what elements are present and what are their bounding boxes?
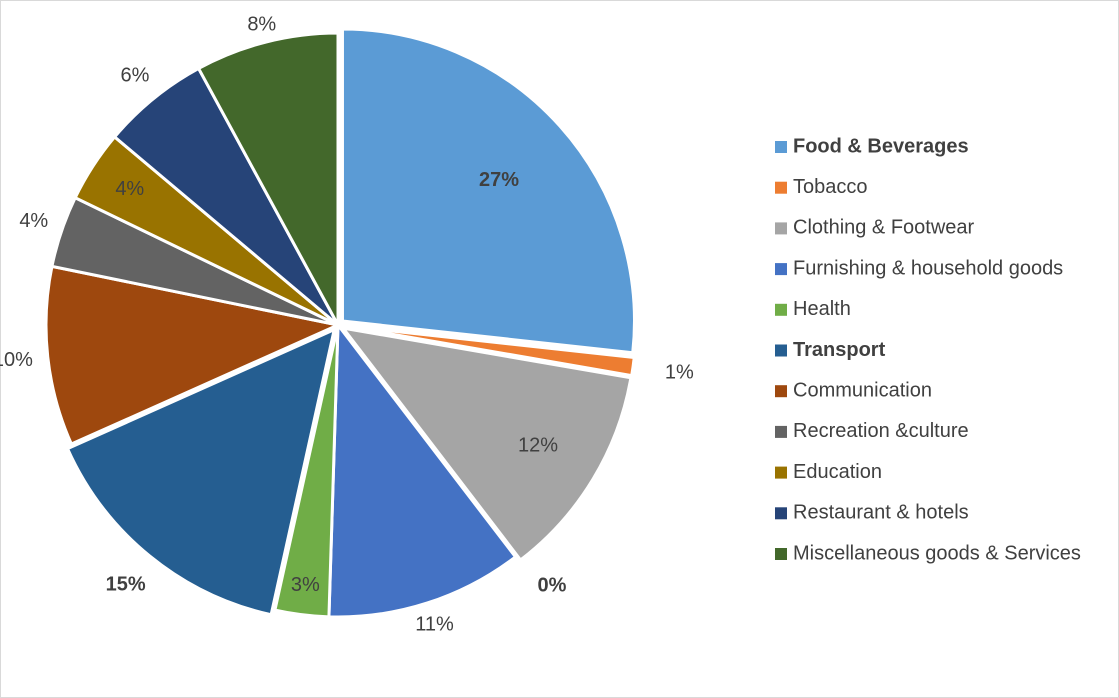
legend-swatch: [775, 141, 787, 153]
legend-label: Communication: [793, 379, 932, 401]
data-label: 3%: [291, 574, 320, 596]
pie-slice: [65, 327, 337, 617]
legend-swatch: [775, 548, 787, 560]
legend-swatch: [775, 181, 787, 194]
pie-slice: [343, 324, 636, 378]
legend-label: Restaurant & hotels: [793, 502, 969, 524]
legend-label: Transport: [793, 339, 886, 361]
legend-swatch: [775, 222, 787, 235]
legend-label: Recreation &culture: [793, 420, 969, 442]
legend-label: Furnishing & household goods: [793, 257, 1063, 279]
data-label: 12%: [518, 434, 558, 456]
pie-slice: [327, 320, 518, 619]
legend-swatch: [775, 385, 787, 398]
pie-slice: [339, 325, 633, 563]
data-label: 4%: [19, 210, 48, 232]
legend-swatch: [775, 425, 787, 438]
data-label: 1%: [665, 361, 694, 383]
pie-slice: [340, 27, 636, 355]
legend-label: Food & Beverages: [793, 135, 969, 157]
pie-slice: [196, 31, 340, 326]
legend-label: Education: [793, 461, 882, 483]
data-label: 11%: [415, 614, 454, 636]
legend-swatch: [775, 507, 787, 520]
legend-label: Health: [793, 298, 851, 320]
legend-label: Tobacco: [793, 176, 868, 198]
annotation: 0%: [538, 574, 567, 596]
legend-swatch: [775, 344, 787, 357]
data-label: 27%: [479, 169, 519, 191]
legend-label: Clothing & Footwear: [793, 217, 975, 239]
data-label: 8%: [247, 13, 276, 35]
legend-swatch: [775, 263, 787, 276]
legend-label: Miscellaneous goods & Services: [793, 542, 1081, 564]
legend-swatch: [775, 303, 787, 316]
data-label: 15%: [106, 574, 146, 596]
pie-slice: [273, 324, 340, 619]
data-label: 4%: [115, 178, 144, 200]
data-label: 10%: [0, 349, 33, 371]
data-label: 6%: [121, 64, 150, 86]
legend-swatch: [775, 466, 787, 479]
